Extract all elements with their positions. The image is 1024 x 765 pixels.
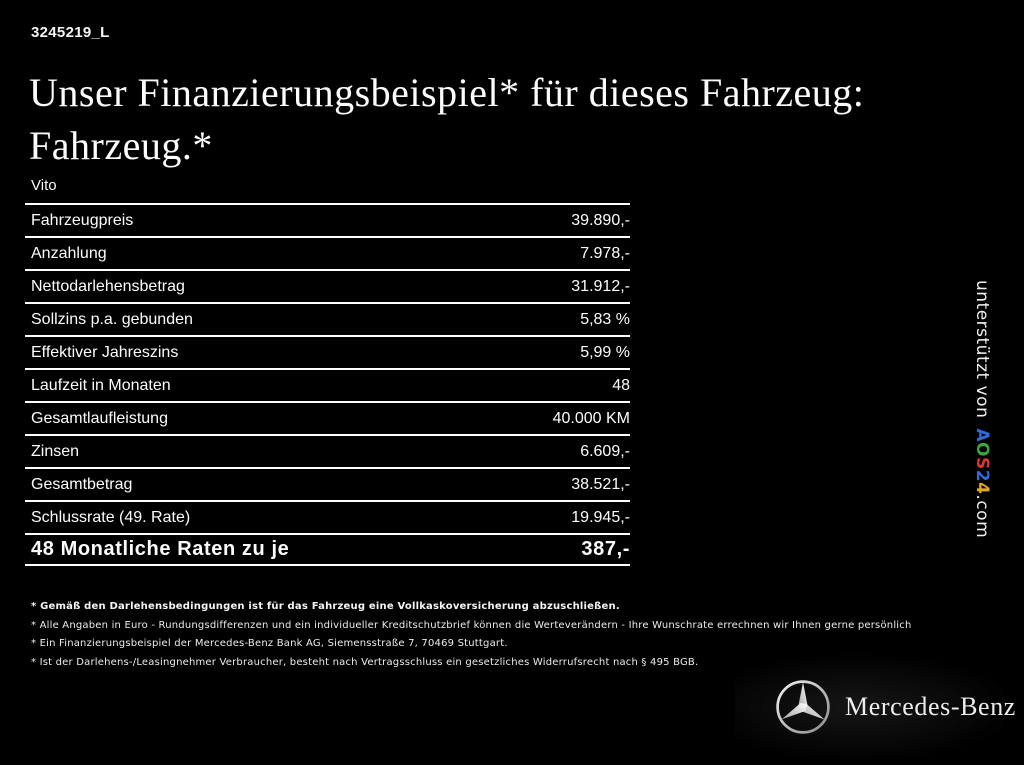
- credit-spacer: [972, 418, 992, 428]
- row-value: 40.000 KM: [552, 409, 630, 427]
- row-value: 48: [612, 376, 630, 394]
- row-label: Anzahlung: [31, 244, 107, 262]
- table-total-row: 48 Monatliche Raten zu je 387,-: [25, 533, 630, 566]
- supported-by-credit: unterstützt von AOS24.com: [972, 280, 992, 538]
- total-row-label: 48 Monatliche Raten zu je: [31, 538, 290, 560]
- footnote-line: * Ist der Darlehens-/Leasingnehmer Verbr…: [31, 656, 699, 668]
- row-value: 6.609,-: [580, 442, 630, 460]
- brand-letter: S: [972, 456, 992, 470]
- vehicle-model-label: Vito: [31, 177, 57, 194]
- brand-letter: A: [972, 428, 992, 443]
- page-title-line1: Unser Finanzierungsbeispiel* für dieses …: [29, 70, 865, 115]
- row-value: 38.521,-: [571, 475, 630, 493]
- row-label: Gesamtlaufleistung: [31, 409, 168, 427]
- row-label: Sollzins p.a. gebunden: [31, 310, 193, 328]
- row-label: Effektiver Jahreszins: [31, 343, 179, 361]
- row-label: Laufzeit in Monaten: [31, 376, 171, 394]
- row-label: Fahrzeugpreis: [31, 211, 134, 229]
- table-row: Gesamtlaufleistung 40.000 KM: [25, 401, 630, 434]
- row-value: 7.978,-: [580, 244, 630, 262]
- table-row: Sollzins p.a. gebunden 5,83 %: [25, 302, 630, 335]
- brand-letter: 4: [972, 482, 992, 495]
- row-label: Nettodarlehensbetrag: [31, 277, 185, 295]
- brand-letter: 2: [972, 469, 992, 483]
- mercedes-star-icon: [776, 680, 830, 734]
- mercedes-benz-wordmark: Mercedes-Benz: [845, 692, 1016, 721]
- table-row: Fahrzeugpreis 39.890,-: [25, 203, 630, 236]
- row-label: Schlussrate (49. Rate): [31, 508, 191, 526]
- total-row-value: 387,-: [581, 538, 630, 560]
- financing-table: Fahrzeugpreis 39.890,- Anzahlung 7.978,-…: [25, 203, 630, 566]
- footnote-line: * Gemäß den Darlehensbedingungen ist für…: [31, 601, 620, 612]
- table-row: Nettodarlehensbetrag 31.912,-: [25, 269, 630, 302]
- reference-code: 3245219_L: [31, 24, 110, 41]
- footnotes: * Gemäß den Darlehensbedingungen ist für…: [31, 598, 991, 672]
- footnote-line: * Alle Angaben in Euro - Rundungsdiffere…: [31, 619, 912, 631]
- row-value: 5,99 %: [580, 343, 630, 361]
- row-value: 31.912,-: [571, 277, 630, 295]
- table-row: Laufzeit in Monaten 48: [25, 368, 630, 401]
- row-value: 19.945,-: [571, 508, 630, 526]
- credit-suffix: .com: [972, 494, 992, 539]
- row-label: Gesamtbetrag: [31, 475, 133, 493]
- row-value: 39.890,-: [571, 211, 630, 229]
- table-row: Gesamtbetrag 38.521,-: [25, 467, 630, 500]
- credit-prefix: unterstützt von: [972, 280, 992, 419]
- table-row: Effektiver Jahreszins 5,99 %: [25, 335, 630, 368]
- page-title-line2: Fahrzeug.*: [29, 123, 213, 168]
- footnote-line: * Ein Finanzierungsbeispiel der Mercedes…: [31, 638, 508, 650]
- table-row: Schlussrate (49. Rate) 19.945,-: [25, 500, 630, 533]
- table-row: Anzahlung 7.978,-: [25, 236, 630, 269]
- row-value: 5,83 %: [580, 310, 630, 328]
- table-row: Zinsen 6.609,-: [25, 434, 630, 467]
- brand-letter: O: [972, 442, 992, 457]
- row-label: Zinsen: [31, 442, 80, 460]
- page-title: Unser Finanzierungsbeispiel* für dieses …: [29, 66, 969, 172]
